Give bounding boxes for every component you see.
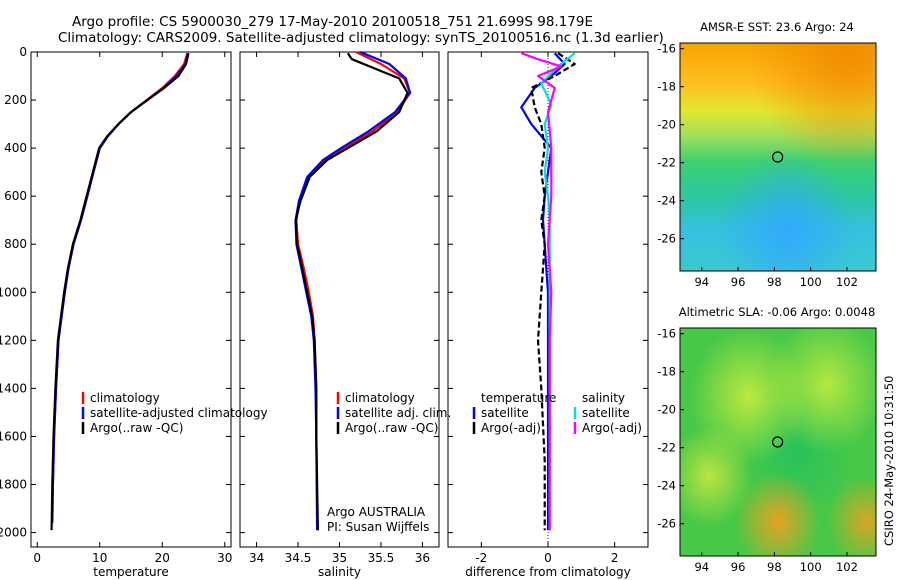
x-tick-label: 34	[249, 551, 264, 565]
legend-label-sal-satellite: satellite	[582, 406, 630, 420]
map-y-tick-label: -18	[657, 80, 676, 94]
map-y-tick-label: -22	[657, 156, 676, 170]
y-tick-label: 400	[4, 141, 27, 155]
map-y-tick-label: -16	[657, 42, 676, 56]
y-tick-label: 0	[19, 45, 27, 59]
map-x-tick-label: 98	[767, 560, 782, 574]
x-tick-label: 10	[92, 551, 107, 565]
map-x-tick-label: 96	[731, 275, 746, 289]
x-tick-label: 2	[611, 551, 619, 565]
legend-heading-salinity: salinity	[582, 391, 625, 405]
map-y-tick-label: -18	[657, 365, 676, 379]
sla-map-frame	[679, 327, 877, 557]
argo-location-marker	[772, 436, 784, 448]
map-x-tick-label: 102	[836, 560, 858, 574]
sla-orange-region-2	[680, 328, 876, 556]
map-x-tick-label: 100	[800, 560, 822, 574]
sst-cool-region	[680, 43, 876, 271]
y-tick-label: 1200	[0, 333, 27, 347]
x-tick-label: 35	[332, 551, 347, 565]
sst-map-axes: 94 96 98 100 102 -16 -18 -20 -22 -24 -26	[657, 42, 858, 289]
map-x-tick-label: 98	[767, 275, 782, 289]
y-tick-label: 1800	[0, 478, 27, 492]
series-line	[50, 52, 190, 531]
annotation-pi: PI: Susan Wijffels	[327, 520, 429, 534]
y-tick-label: 1000	[0, 285, 27, 299]
map-x-tick-label: 96	[731, 560, 746, 574]
legend-label-argo: Argo(..raw -QC)	[345, 421, 438, 435]
x-tick-label: 0	[33, 551, 41, 565]
y-tick-label: 2000	[0, 526, 27, 540]
sla-map-title: Altimetric SLA: -0.06 Argo: 0.0048	[679, 305, 876, 319]
x-tick-label: 30	[217, 551, 232, 565]
annotation-argo-australia: Argo AUSTRALIA	[327, 505, 426, 519]
map-y-tick-label: -20	[657, 118, 676, 132]
legend-label-satellite: satellite-adjusted climatology	[90, 406, 268, 420]
y-tick-label: 1400	[0, 381, 27, 395]
temperature-panel: 0 10 20 30 0 200 400 600 800 1000 1200 1400 1600 1800…	[0, 45, 232, 579]
map-x-tick-label: 102	[836, 275, 858, 289]
x-tick-label: 35.5	[368, 551, 395, 565]
credit-stamp: CSIRO 24-May-2010 10:31:50	[882, 376, 896, 547]
series-line	[520, 52, 563, 531]
map-x-tick-label: 94	[694, 275, 709, 289]
sst-map-title: AMSR-E SST: 23.6 Argo: 24	[700, 20, 854, 34]
legend-label-sal-argo: Argo(-adj)	[582, 421, 642, 435]
x-tick-label: 20	[155, 551, 170, 565]
series-line	[294, 52, 409, 531]
legend-label-argo: Argo(..raw -QC)	[90, 421, 183, 435]
legend-label-climatology: climatology	[345, 391, 415, 405]
legend-heading-temperature: temperature	[481, 391, 556, 405]
salinity-legend: climatology satellite adj. clim. Argo(..…	[327, 391, 451, 534]
y-tick-label: 1600	[0, 429, 27, 443]
map-y-tick-label: -16	[657, 327, 676, 341]
plot-frame	[239, 51, 440, 548]
y-tick-label: 600	[4, 189, 27, 203]
sst-map	[679, 42, 877, 272]
figure-title-line1: Argo profile: CS 5900030_279 17-May-2010…	[72, 14, 593, 30]
argo-location-marker	[772, 151, 784, 163]
sla-map	[679, 327, 877, 557]
map-y-tick-label: -24	[657, 194, 676, 208]
legend-label-temp-satellite: satellite	[481, 406, 529, 420]
x-tick-label: 0	[544, 551, 552, 565]
map-y-tick-label: -20	[657, 403, 676, 417]
map-y-tick-label: -24	[657, 479, 676, 493]
difference-legend: temperature satellite Argo(-adj) salinit…	[472, 391, 642, 435]
x-tick-label: 36	[415, 551, 430, 565]
y-tick-label: 800	[4, 237, 27, 251]
y-tick-label: 200	[4, 93, 27, 107]
plot-frame	[30, 51, 232, 548]
legend-label-temp-argo: Argo(-adj)	[481, 421, 541, 435]
legend-label-climatology: climatology	[90, 391, 160, 405]
legend-label-satellite: satellite adj. clim.	[345, 406, 451, 420]
map-x-tick-label: 94	[694, 560, 709, 574]
x-tick-label: -2	[475, 551, 487, 565]
figure-title-line2: Climatology: CARS2009. Satellite-adjuste…	[58, 30, 664, 46]
map-y-tick-label: -26	[657, 517, 676, 531]
x-axis-label: salinity	[318, 565, 361, 579]
temperature-legend: climatology satellite-adjusted climatolo…	[81, 391, 268, 435]
sla-map-axes: 94 96 98 100 102 -16 -18 -20 -22 -24 -26	[657, 327, 858, 574]
map-x-tick-label: 100	[800, 275, 822, 289]
map-y-tick-label: -26	[657, 232, 676, 246]
sst-map-frame	[679, 42, 877, 272]
x-axis-label: difference from climatology	[465, 565, 631, 579]
x-axis-label: temperature	[93, 565, 168, 579]
map-y-tick-label: -22	[657, 441, 676, 455]
x-tick-label: 34.5	[285, 551, 312, 565]
salinity-panel: 34 34.5 35 35.5 36 salinity	[239, 50, 440, 579]
